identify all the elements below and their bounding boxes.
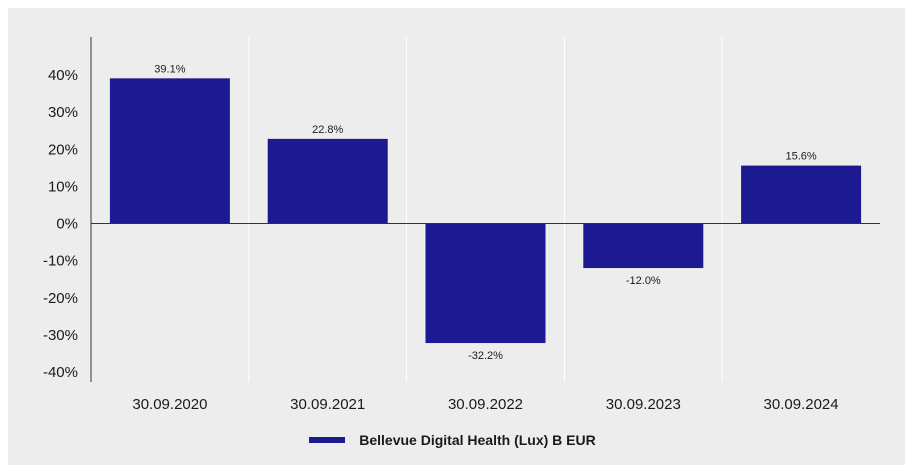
bar-chart: 40% 30% 20% 10% 0% -10% -20% -30% -40% 39.1% 22.8%… [43,37,880,413]
bar [741,165,862,224]
x-category-label: 30.09.2020 [132,396,207,413]
x-category-label: 30.09.2023 [606,396,681,413]
y-tick-label: 20% [48,141,78,158]
data-label: -32.2% [468,350,503,362]
bar [267,138,388,224]
y-tick-label: 0% [56,216,78,233]
data-label: 15.6% [785,151,816,163]
legend-swatch [309,437,346,443]
x-category-label: 30.09.2021 [290,396,365,413]
y-tick-label: -10% [43,253,78,270]
y-tick-label: 40% [48,67,78,84]
x-category-label: 30.09.2024 [764,396,839,413]
y-tick-label: -30% [43,327,78,344]
data-label: 22.8% [312,124,343,136]
x-category-label: 30.09.2022 [448,396,523,413]
data-label: -12.0% [626,275,661,287]
y-tick-label: -40% [43,364,78,381]
bar [109,78,230,224]
legend-label: Bellevue Digital Health (Lux) B EUR [359,432,596,448]
bar [583,223,704,269]
y-tick-label: -20% [43,290,78,307]
legend: Bellevue Digital Health (Lux) B EUR [0,432,905,448]
y-tick-label: 10% [48,178,78,195]
bar [425,223,546,344]
data-label: 39.1% [154,63,185,75]
y-tick-label: 30% [48,104,78,121]
